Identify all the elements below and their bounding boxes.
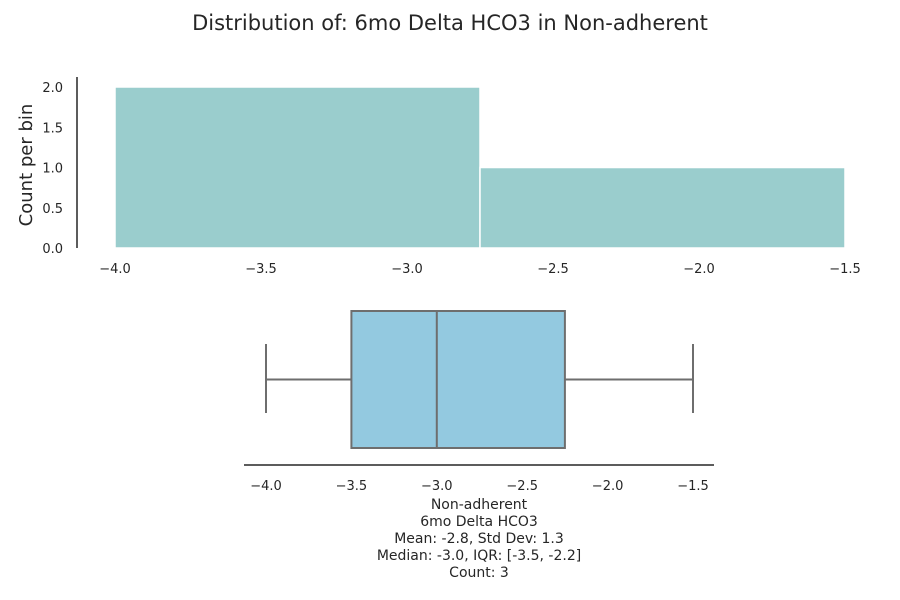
histogram-x-tick-label: −3.5 [245,262,277,277]
histogram-x-tick-label: −3.0 [391,262,423,277]
boxplot-panel: −4.0 −3.5 −3.0 −2.5 −2.0 −1.5 Non-adherent6mo … [244,310,714,581]
boxplot-x-axis-label-line: Median: -3.0, IQR: [-3.5, -2.2] [377,548,581,564]
histogram-y-tick-label: 2.0 [42,81,63,96]
boxplot-x-tick-label: −2.5 [506,479,538,494]
boxplot-x-tick-label: −3.0 [421,479,453,494]
histogram-x-tick-label: −2.0 [683,262,715,277]
boxplot-x-tick-label: −2.0 [592,479,624,494]
histogram-panel: 0.0 0.5 1.0 1.5 2.0 −4.0 −3.5 −3.0 −2.5 −2.0 −1.5 C… [16,77,861,277]
histogram-bar [479,166,846,249]
histogram-y-tick-label: 0.0 [42,242,63,257]
boxplot-x-axis-label-line: 6mo Delta HCO3 [420,514,538,530]
boxplot-x-axis-label-line: Mean: -2.8, Std Dev: 1.3 [394,531,564,547]
chart-title: Distribution of: 6mo Delta HCO3 in Non-a… [192,11,708,35]
boxplot-x-tick-label: −3.5 [336,479,368,494]
histogram-y-tick-label: 1.5 [42,121,63,136]
boxplot-box [350,310,566,449]
histogram-x-tick-label: −1.5 [829,262,861,277]
boxplot-x-axis-label-line: Count: 3 [449,565,509,581]
histogram-x-tick-label: −2.5 [537,262,569,277]
histogram-y-tick-label: 1.0 [42,162,63,177]
histogram-y-axis-label: Count per bin [16,104,37,227]
histogram-y-tick-label: 0.5 [42,202,63,217]
boxplot-x-tick-label: −1.5 [677,479,709,494]
histogram-x-tick-label: −4.0 [99,262,131,277]
boxplot-x-tick-label: −4.0 [250,479,282,494]
boxplot-x-axis-label-line: Non-adherent [431,497,528,513]
histogram-bar [114,86,481,249]
